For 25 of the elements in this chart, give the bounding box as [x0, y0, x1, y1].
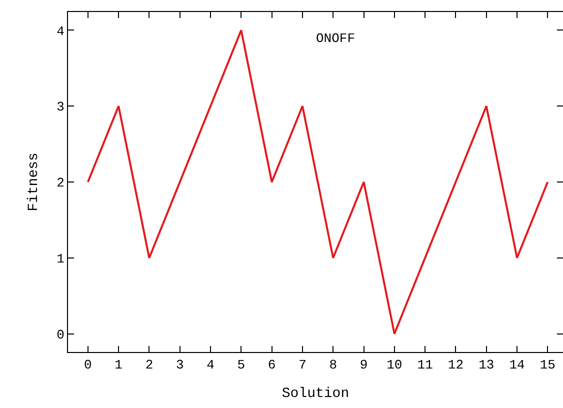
y-axis-title: Fitness — [26, 152, 42, 212]
x-tick-label: 4 — [206, 358, 215, 373]
y-tick-label: 1 — [56, 251, 65, 266]
x-tick-label: 3 — [176, 358, 184, 373]
line-series — [86, 29, 549, 335]
y-tick-label: 4 — [56, 24, 65, 39]
x-tick-label: 10 — [386, 358, 402, 373]
x-tick-label: 1 — [114, 358, 123, 373]
y-tick-label: 0 — [56, 327, 64, 342]
x-tick-label: 8 — [329, 358, 338, 373]
x-tick-label: 0 — [84, 358, 92, 373]
x-tick-label: 12 — [448, 358, 464, 373]
annotation: ONOFF — [316, 31, 356, 46]
x-tick-label: 13 — [478, 358, 494, 373]
x-tick-label: 11 — [417, 358, 434, 373]
x-axis-title: Solution — [282, 386, 350, 402]
x-tick-label: 7 — [298, 358, 306, 373]
x-tick-label: 2 — [145, 358, 154, 373]
x-tick-label: 9 — [360, 358, 368, 373]
x-tick-label: 14 — [509, 358, 526, 373]
x-tick-label: 5 — [237, 358, 246, 373]
y-tick-label: 2 — [56, 176, 64, 191]
x-tick-label: 15 — [540, 358, 556, 373]
x-tick-label: 6 — [268, 358, 276, 373]
y-tick-label: 3 — [56, 100, 64, 115]
